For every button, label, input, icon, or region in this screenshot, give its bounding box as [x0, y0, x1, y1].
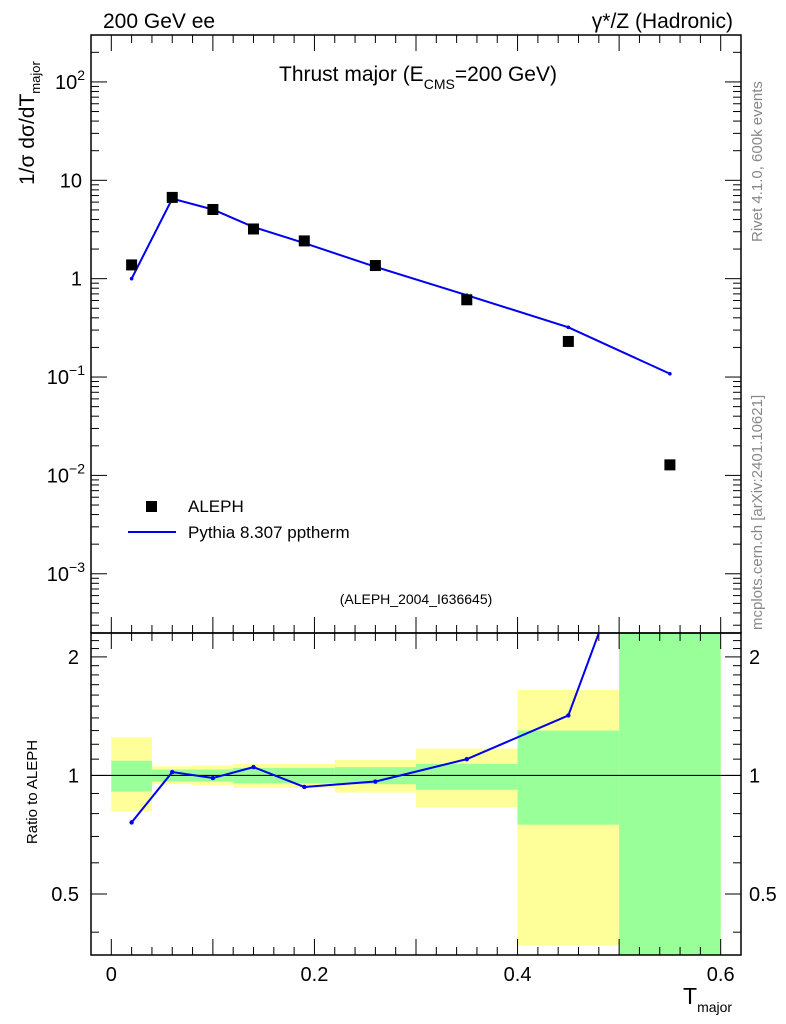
pythia-point — [668, 371, 672, 376]
axis-ticks: 10−3 10−2 10−1 1 10 102 0.5 0.5 1 1 2 2 0 0.2 0.4 0.6 — [47, 34, 777, 986]
main-y-tick-label: 10 — [60, 170, 82, 192]
aleph-data-point — [298, 235, 310, 247]
ratio-y-tick-label-right: 2 — [749, 647, 760, 669]
legend-label-aleph: ALEPH — [188, 497, 244, 516]
main-y-axis-label: 1/σ dσ/dTmajor — [16, 61, 43, 185]
aleph-data-point — [369, 260, 381, 272]
pythia-line — [130, 197, 671, 375]
aleph-data-point — [126, 259, 138, 271]
aleph-data-point — [166, 191, 178, 203]
aleph-data-point — [562, 335, 574, 347]
ratio-pythia-point — [210, 775, 216, 781]
rivet-version-label: Rivet 4.1.0, 600k events — [749, 81, 766, 242]
header-left-label: 200 GeV ee — [103, 10, 215, 33]
ratio-y-tick-label-right: 0.5 — [749, 884, 777, 906]
ratio-y-tick-label-right: 1 — [749, 765, 760, 787]
ratio-pythia-point — [464, 756, 469, 762]
pythia-point — [566, 325, 571, 330]
aleph-data-point — [461, 294, 473, 306]
ratio-y-tick-label-left: 1 — [68, 765, 79, 787]
pythia-point — [129, 276, 134, 281]
ratio-stat-band-0 — [111, 760, 152, 792]
ratio-pythia-point — [302, 784, 307, 790]
main-y-tick-label: 10−1 — [47, 362, 85, 389]
mcplots-label: mcplots.cern.ch [arXiv:2401.10621] — [749, 395, 766, 630]
aleph-data-point — [207, 203, 219, 215]
ratio-pythia-point — [373, 779, 378, 784]
ratio-y-axis-label: Ratio to ALEPH — [24, 740, 41, 844]
x-tick-label: 0 — [106, 964, 117, 986]
legend-marker-aleph — [146, 501, 157, 512]
ratio-pythia-point — [251, 764, 256, 770]
main-y-tick-label: 1 — [71, 269, 82, 291]
main-plot-frame — [90, 34, 742, 634]
ratio-pythia-point — [129, 820, 134, 825]
aleph-data-point — [664, 459, 676, 471]
x-tick-label: 0.4 — [504, 964, 532, 986]
x-tick-label: 0.6 — [707, 964, 735, 986]
legend-label-pythia: Pythia 8.307 pptherm — [188, 523, 350, 542]
ratio-plot-frame — [90, 632, 742, 956]
series-layer — [91, 191, 741, 825]
ratio-pythia-point — [566, 713, 571, 718]
legend: ALEPH Pythia 8.307 pptherm — [128, 497, 350, 542]
x-axis-label: Tmajor — [683, 983, 732, 1015]
analysis-label: (ALEPH_2004_I636645) — [340, 591, 493, 607]
ratio-y-tick-label-left: 2 — [68, 647, 79, 669]
ratio-uncertainty-bands — [111, 633, 721, 955]
ratio-stat-band-8 — [619, 633, 721, 955]
header-right-label: γ*/Z (Hadronic) — [592, 10, 733, 33]
aleph-data-point — [248, 223, 259, 235]
main-y-tick-label: 102 — [55, 67, 85, 94]
x-tick-label: 0.2 — [301, 964, 329, 986]
main-y-tick-label: 10−3 — [47, 559, 85, 586]
plot-title: Thrust major (ECMS=200 GeV) — [279, 63, 557, 92]
ratio-y-tick-label-left: 0.5 — [51, 884, 79, 906]
ratio-stat-band-7 — [517, 730, 620, 825]
main-y-tick-label: 10−2 — [47, 460, 85, 487]
ratio-pythia-point — [170, 769, 175, 775]
